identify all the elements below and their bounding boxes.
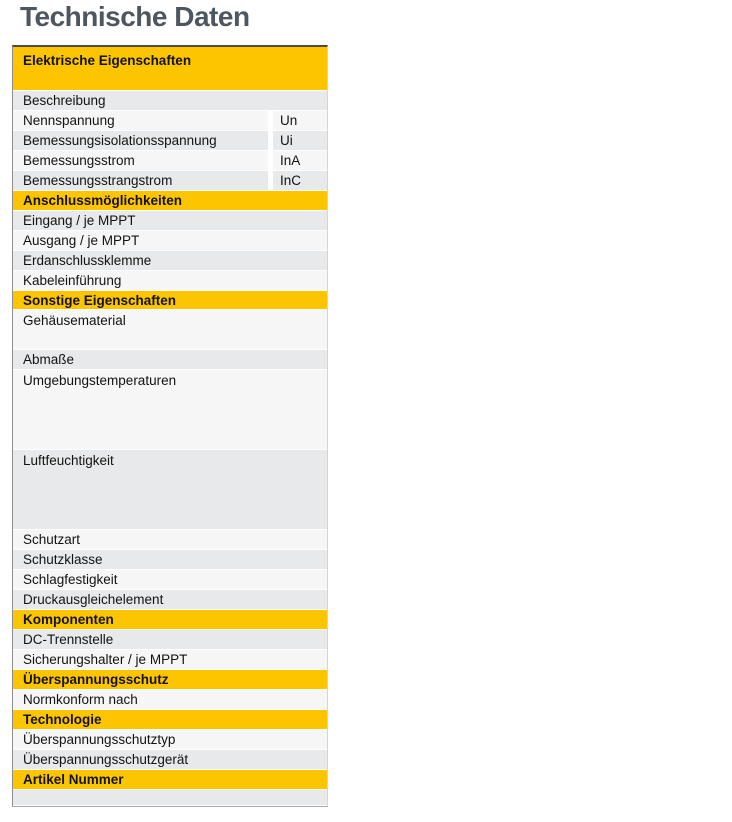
row-label: Ausgang / je MPPT <box>23 233 140 248</box>
table-row: Bemessungsstrangstrom InC <box>13 171 327 191</box>
row-value: Un <box>280 113 298 128</box>
table-row <box>13 790 327 806</box>
row-label: Beschreibung <box>23 93 106 108</box>
section-header-row: Anschlussmöglichkeiten <box>13 191 327 211</box>
tech-table-rows: Elektrische Eigenschaften Beschreibung Nen… <box>13 47 327 806</box>
table-row: Schutzklasse <box>13 550 327 570</box>
row-label: Umgebungstemperaturen <box>23 373 177 388</box>
row-value: InA <box>280 153 301 168</box>
section-header-label: Überspannungsschutz <box>23 672 169 687</box>
table-row: Schutzart <box>13 530 327 550</box>
section-header-label: Sonstige Eigenschaften <box>23 293 177 308</box>
table-row: Beschreibung <box>13 91 327 111</box>
page-title: Technische Daten <box>20 1 250 32</box>
column-divider <box>268 111 273 130</box>
section-header-label: Technologie <box>23 712 102 727</box>
table-row: Ausgang / je MPPT <box>13 231 327 251</box>
row-label: Überspannungsschutzgerät <box>23 752 189 767</box>
section-header-row: Artikel Nummer <box>13 770 327 790</box>
row-label: Abmaße <box>23 352 75 367</box>
table-row: Kabeleinführung <box>13 271 327 291</box>
section-header-label: Komponenten <box>23 612 114 627</box>
table-row: Eingang / je MPPT <box>13 211 327 231</box>
row-label: Erdanschlussklemme <box>23 253 152 268</box>
section-header-label: Artikel Nummer <box>23 772 124 787</box>
row-label: Schutzklasse <box>23 552 103 567</box>
table-row: Gehäusematerial <box>13 310 327 350</box>
row-label: Druckausgleichelement <box>23 592 164 607</box>
table-row: Überspannungsschutztyp <box>13 730 327 750</box>
row-label: Schutzart <box>23 532 81 547</box>
table-row: Druckausgleichelement <box>13 590 327 610</box>
technical-data-table: Elektrische Eigenschaften Beschreibung Nen… <box>12 45 328 807</box>
table-row: Bemessungsisolationsspannung Ui <box>13 131 327 151</box>
row-label: Schlagfestigkeit <box>23 572 118 587</box>
section-header-row: Überspannungsschutz <box>13 670 327 690</box>
table-row: DC-Trennstelle <box>13 630 327 650</box>
table-row: Normkonform nach <box>13 690 327 710</box>
section-header-row: Komponenten <box>13 610 327 630</box>
row-label <box>13 790 327 805</box>
row-label: Kabeleinführung <box>23 273 122 288</box>
row-label: Bemessungsstrom <box>23 153 135 168</box>
table-row: Erdanschlussklemme <box>13 251 327 271</box>
column-divider <box>268 151 273 170</box>
section-header-label: Anschlussmöglichkeiten <box>23 193 183 208</box>
table-row: Schlagfestigkeit <box>13 570 327 590</box>
row-label: Bemessungsisolationsspannung <box>23 133 217 148</box>
row-value: InC <box>280 173 302 188</box>
row-label: Gehäusematerial <box>23 313 126 328</box>
table-row: Umgebungstemperaturen <box>13 370 327 450</box>
table-row: Sicherungshalter / je MPPT <box>13 650 327 670</box>
row-label: Bemessungsstrangstrom <box>23 173 173 188</box>
table-row: Luftfeuchtigkeit <box>13 450 327 530</box>
table-row: Abmaße <box>13 350 327 370</box>
table-row: Überspannungsschutzgerät <box>13 750 327 770</box>
row-label: Eingang / je MPPT <box>23 213 136 228</box>
section-header-row: Elektrische Eigenschaften <box>13 47 327 91</box>
row-value: Ui <box>280 133 293 148</box>
section-header-row: Technologie <box>13 710 327 730</box>
column-divider <box>268 131 273 150</box>
table-row: Bemessungsstrom InA <box>13 151 327 171</box>
column-divider <box>268 171 273 190</box>
row-label: Sicherungshalter / je MPPT <box>23 652 188 667</box>
row-label: Luftfeuchtigkeit <box>23 453 114 468</box>
row-label: Überspannungsschutztyp <box>23 732 176 747</box>
row-label: Normkonform nach <box>23 692 138 707</box>
row-label: Nennspannung <box>23 113 115 128</box>
section-header-label: Elektrische Eigenschaften <box>23 53 192 68</box>
section-header-row: Sonstige Eigenschaften <box>13 291 327 310</box>
row-label: DC-Trennstelle <box>23 632 114 647</box>
table-row: Nennspannung Un <box>13 111 327 131</box>
